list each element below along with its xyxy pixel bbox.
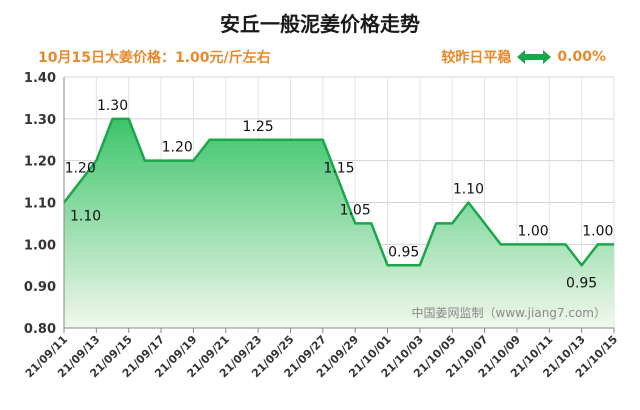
data-label: 1.30 [97,98,128,114]
y-tick-label: 1.20 [24,155,56,170]
watermark-text: 中国姜网监制（www.jiang7.com） [412,305,606,320]
data-label: 0.95 [388,244,419,260]
change-indicator: 较昨日平稳 0.00% [441,47,606,67]
data-label: 1.20 [162,140,193,156]
double-arrow-icon [517,50,552,64]
chart-title: 安丘一般泥姜价格走势 [220,12,420,36]
data-label: 1.00 [518,223,549,239]
data-label: 1.25 [243,119,274,135]
y-tick-label: 1.00 [24,238,56,253]
change-value: 0.00% [557,49,606,65]
y-tick-label: 0.80 [24,322,56,337]
data-label: 1.20 [65,161,96,177]
data-label: 1.05 [340,202,371,218]
y-tick-label: 1.10 [24,197,56,212]
price-area [64,118,614,328]
data-label: 0.95 [566,275,597,291]
data-label: 1.10 [453,182,484,198]
y-tick-label: 0.90 [24,280,56,295]
data-label: 1.10 [70,209,101,225]
data-label: 1.15 [323,161,354,177]
data-label: 1.00 [582,223,613,239]
y-tick-label: 1.30 [24,113,56,128]
price-subtitle: 10月15日大姜价格：1.00元/斤左右 [38,50,271,66]
change-label: 较昨日平稳 [441,50,512,66]
y-tick-label: 1.40 [24,71,56,86]
